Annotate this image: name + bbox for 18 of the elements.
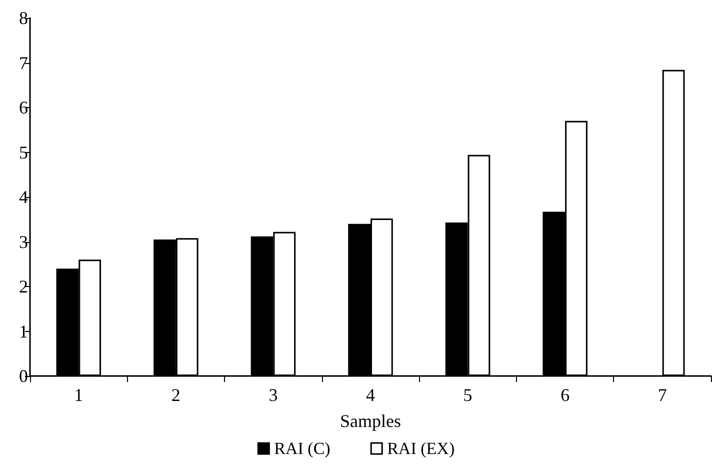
y-tick-label: 2 <box>19 276 28 296</box>
legend-label: RAI (EX) <box>387 439 455 458</box>
x-tick-label: 6 <box>560 385 570 405</box>
y-tick-label: 6 <box>19 98 28 118</box>
y-tick-label: 1 <box>19 321 28 342</box>
y-tick-label: 5 <box>19 142 28 162</box>
x-axis-title: Samples <box>340 411 401 431</box>
x-tick-label: 2 <box>171 385 180 405</box>
x-tick-label: 3 <box>268 385 278 405</box>
x-tick-label: 5 <box>463 385 472 405</box>
y-tick-label: 8 <box>19 8 28 28</box>
legend-label: RAI (C) <box>274 439 330 458</box>
y-tick-label: 3 <box>19 232 28 252</box>
y-tick-label: 4 <box>19 187 28 207</box>
x-tick-label: 1 <box>74 385 84 405</box>
x-tick-label: 4 <box>366 385 375 405</box>
y-tick-label: 7 <box>19 52 28 73</box>
x-tick-label: 7 <box>658 385 667 405</box>
